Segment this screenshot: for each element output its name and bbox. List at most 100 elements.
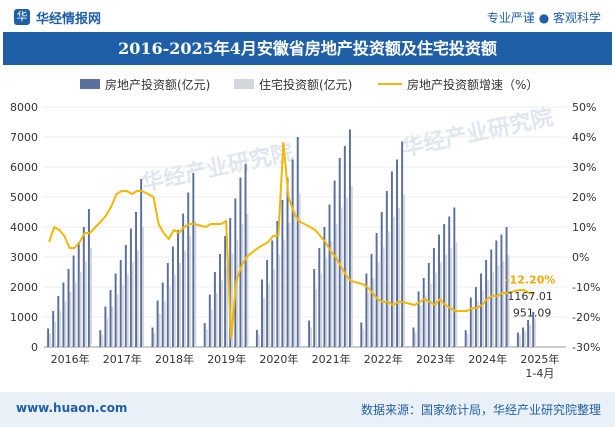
residential-bar xyxy=(163,300,166,347)
residential-bar xyxy=(257,334,260,347)
investment-bar xyxy=(213,272,216,347)
investment-bar xyxy=(219,254,221,347)
investment-bar xyxy=(343,146,346,347)
legend-item-growth: 房地产投资额增速（%） xyxy=(378,75,538,93)
x-tick-label: 2018年 xyxy=(155,352,194,366)
residential-bar xyxy=(184,251,187,347)
y-right-tick-label: 50% xyxy=(572,101,596,114)
y-left-tick-label: 0 xyxy=(31,341,38,354)
residential-bar xyxy=(210,309,213,347)
investment-bar xyxy=(291,159,294,347)
residential-bar xyxy=(241,224,244,347)
residential-bar xyxy=(392,216,395,347)
investment-bar xyxy=(490,249,493,347)
legend-swatch-investment xyxy=(80,79,100,89)
investment-bar xyxy=(323,227,326,347)
y-left-tick-label: 3000 xyxy=(10,251,38,264)
investment-bar xyxy=(244,164,247,347)
residential-bar xyxy=(158,313,161,347)
investment-bar xyxy=(104,306,107,347)
residential-bar xyxy=(414,332,417,347)
y-right-tick-label: 0% xyxy=(572,251,589,264)
y-right-tick-label: 40% xyxy=(572,131,596,144)
residential-bar xyxy=(126,274,129,347)
investment-bar xyxy=(380,212,383,347)
investment-bar xyxy=(62,282,65,347)
brand[interactable]: 华 华经情报网 xyxy=(14,8,101,27)
investment-bar xyxy=(57,296,60,347)
x-tick-label: 2020年 xyxy=(259,352,298,366)
residential-bar xyxy=(246,214,249,347)
investment-bar xyxy=(239,177,242,347)
investment-bar xyxy=(296,137,299,347)
residential-bar xyxy=(429,284,432,347)
residential-bar xyxy=(534,318,537,347)
residential-bar xyxy=(335,223,338,347)
residential-bar xyxy=(106,318,109,347)
y-right-tick-label: 30% xyxy=(572,161,596,174)
investment-bar xyxy=(161,282,164,347)
investment-bar xyxy=(360,322,363,347)
residential-bar xyxy=(89,248,92,347)
residential-bar xyxy=(74,281,77,347)
residential-bar xyxy=(403,194,406,347)
investment-bar xyxy=(187,192,190,347)
residential-data-label: 951.09 xyxy=(513,306,552,319)
investment-bar xyxy=(348,129,351,347)
residential-bar xyxy=(439,262,442,347)
residential-bar xyxy=(445,254,448,347)
investment-bar xyxy=(313,269,316,347)
residential-bar xyxy=(372,278,375,347)
residential-bar xyxy=(387,231,390,347)
investment-bar xyxy=(229,218,232,347)
investment-bar xyxy=(375,233,378,347)
investment-bar xyxy=(532,311,535,347)
residential-bar xyxy=(101,335,104,347)
y-right-tick-label: -30% xyxy=(572,341,600,354)
investment-bar xyxy=(432,248,435,347)
investment-bar xyxy=(495,240,498,347)
y-left-tick-label: 7000 xyxy=(10,131,38,144)
residential-bar xyxy=(173,275,176,347)
footer: www.huaon.com 数据来源：国家统计局，华经产业研究院整理 xyxy=(0,392,615,427)
chart-title-bar: 2016-2025年4月安徽省房地产投资额及住宅投资额 xyxy=(3,32,612,65)
x-tick-label: 2016年 xyxy=(51,352,90,366)
legend-label-investment: 房地产投资额(亿元) xyxy=(105,77,211,92)
residential-bar xyxy=(466,334,469,347)
legend-item-residential: 住宅投资额(亿元) xyxy=(234,75,352,93)
investment-bar xyxy=(396,159,398,347)
residential-bar xyxy=(283,239,286,347)
investment-bar xyxy=(276,221,279,347)
residential-bar xyxy=(523,331,526,347)
y-left-tick-label: 5000 xyxy=(10,191,38,204)
investment-bar xyxy=(208,294,211,347)
investment-bar xyxy=(47,328,50,347)
investment-bar xyxy=(338,158,341,347)
header-bar: 华 华经情报网 专业严谨 ● 客观科学 xyxy=(0,0,615,34)
residential-bar xyxy=(507,255,510,347)
y-right-tick-label: 10% xyxy=(572,221,596,234)
y-right-tick-label: 20% xyxy=(572,191,596,204)
investment-bar xyxy=(151,327,154,347)
residential-bar xyxy=(362,328,365,347)
investment-bar xyxy=(365,273,368,347)
investment-bar xyxy=(412,327,415,347)
investment-bar xyxy=(192,173,195,347)
residential-bar xyxy=(471,309,474,347)
investment-bar xyxy=(135,212,137,347)
site-url[interactable]: www.huaon.com xyxy=(16,401,128,415)
data-source: 数据来源：国家统计局，华经产业研究院整理 xyxy=(360,403,601,417)
investment-bar xyxy=(505,227,508,347)
residential-bar xyxy=(288,223,291,347)
residential-bar xyxy=(350,185,353,347)
residential-bar xyxy=(121,284,124,347)
residential-bar xyxy=(397,207,400,347)
investment-bar xyxy=(308,320,311,347)
residential-bar xyxy=(310,327,313,347)
investment-bar xyxy=(469,297,472,347)
x-tick-label: 2023年 xyxy=(416,352,455,366)
residential-bar xyxy=(49,333,52,347)
residential-bar xyxy=(116,294,119,347)
investment-bar xyxy=(422,278,425,347)
investment-bar xyxy=(109,290,112,347)
